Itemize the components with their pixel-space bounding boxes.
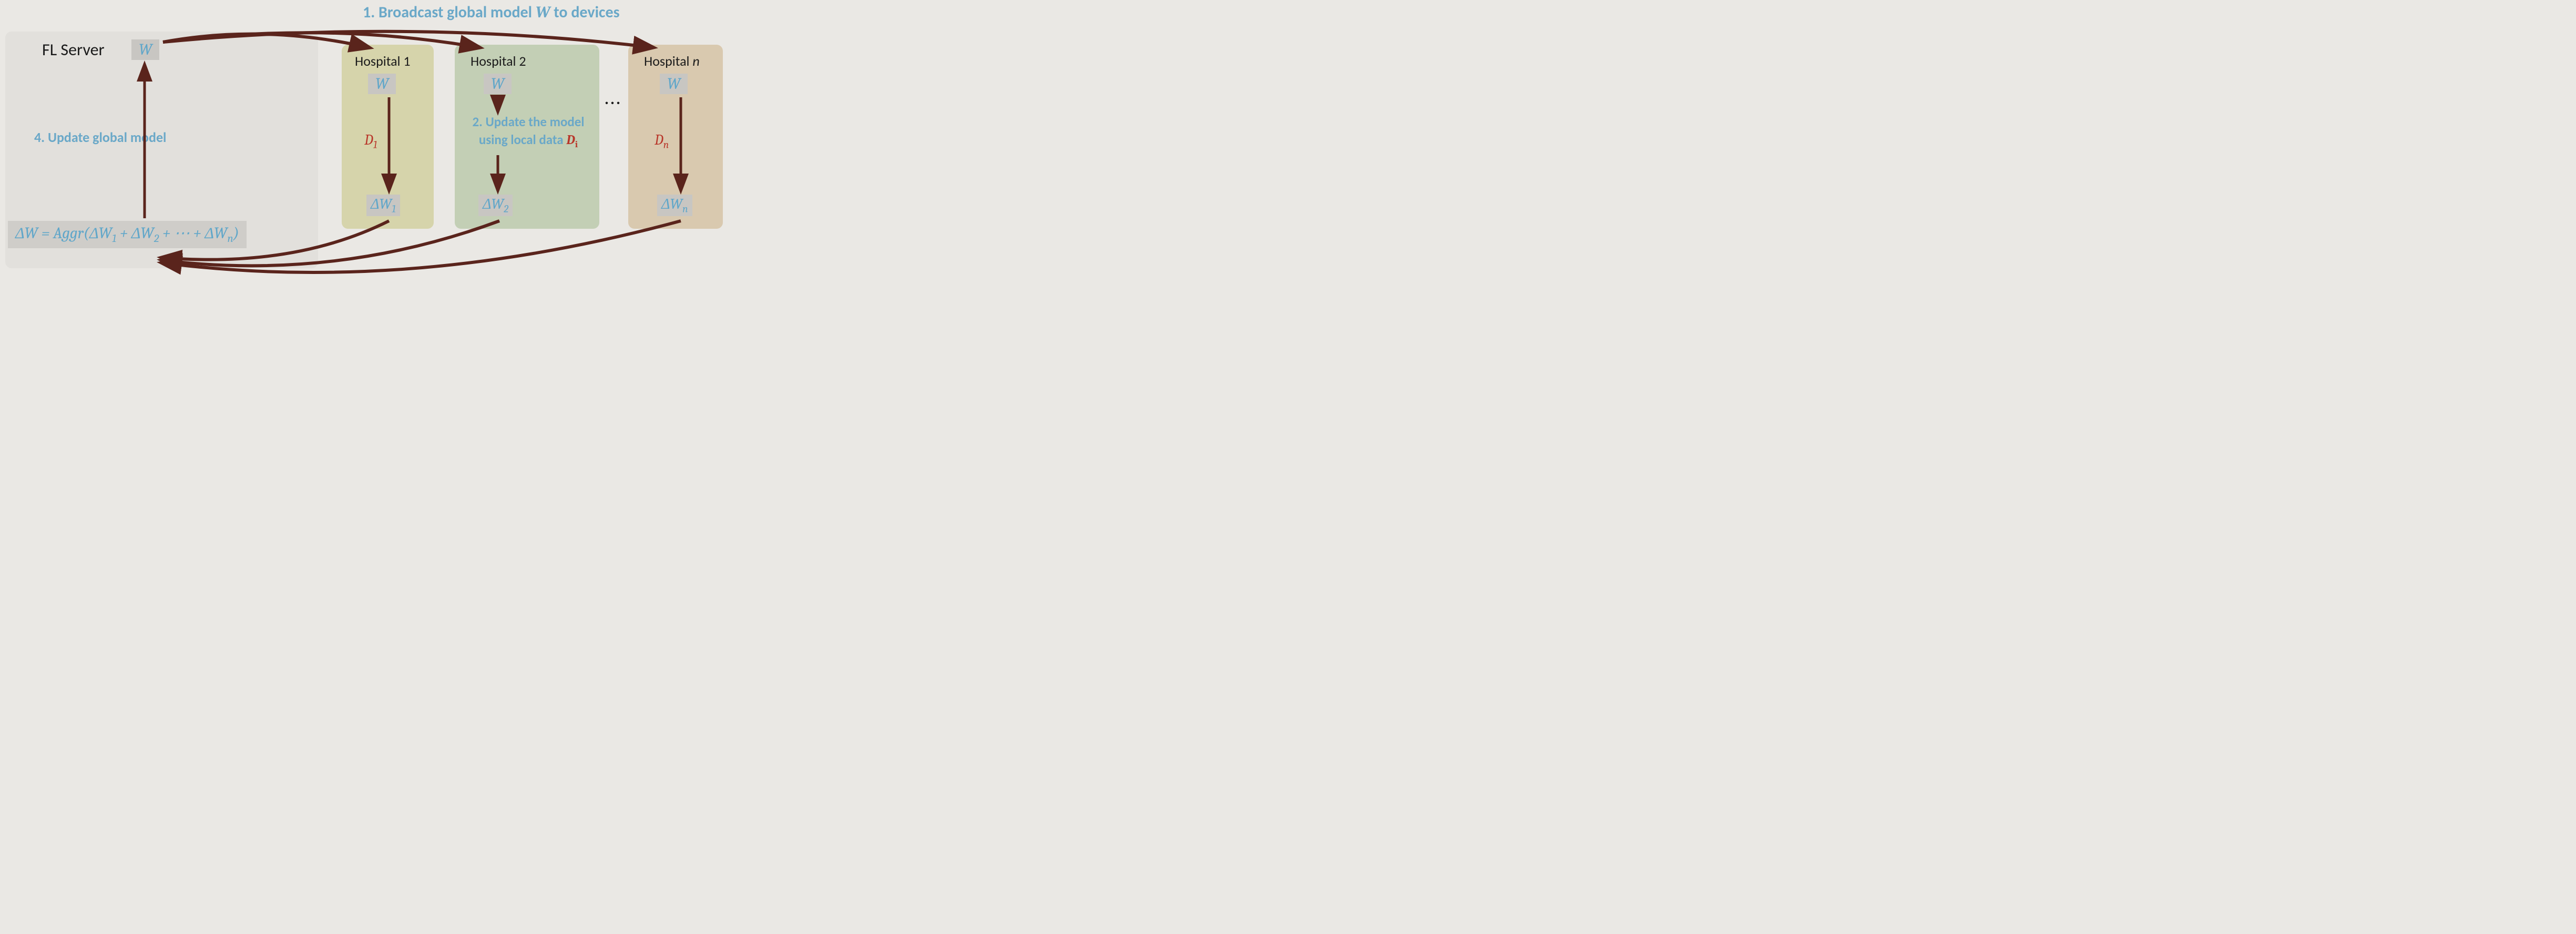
ellipsis: ... — [605, 89, 622, 109]
hospital-1-W: W — [368, 74, 396, 94]
step-1-label: 1. Broadcast global model W to devices — [363, 3, 620, 22]
hospital-1-dW: ΔW1 — [366, 195, 400, 216]
hospital-2-W: W — [484, 74, 512, 94]
hospital-n-D: Dn — [655, 131, 669, 151]
aggregation-formula: ΔW = Aggr(ΔW1 + ΔW2 + ⋯ + ΔWn) — [8, 221, 247, 248]
step-4-label: 4. Update global model — [34, 129, 166, 146]
hospital-1-title: Hospital 1 — [355, 53, 411, 69]
hospital-n-dW: ΔWn — [657, 195, 692, 216]
hospital-2-title: Hospital 2 — [471, 53, 526, 69]
hospital-n-title: Hospital n — [644, 53, 700, 69]
step-2-label: 2. Update the model using local data Di — [457, 113, 599, 151]
hospital-n-W: W — [660, 74, 688, 94]
fl-server-title: FL Server — [42, 39, 105, 60]
server-model-W: W — [131, 39, 159, 60]
hospital-1-D: D1 — [364, 131, 377, 151]
hospital-2-dW: ΔW2 — [478, 195, 513, 216]
